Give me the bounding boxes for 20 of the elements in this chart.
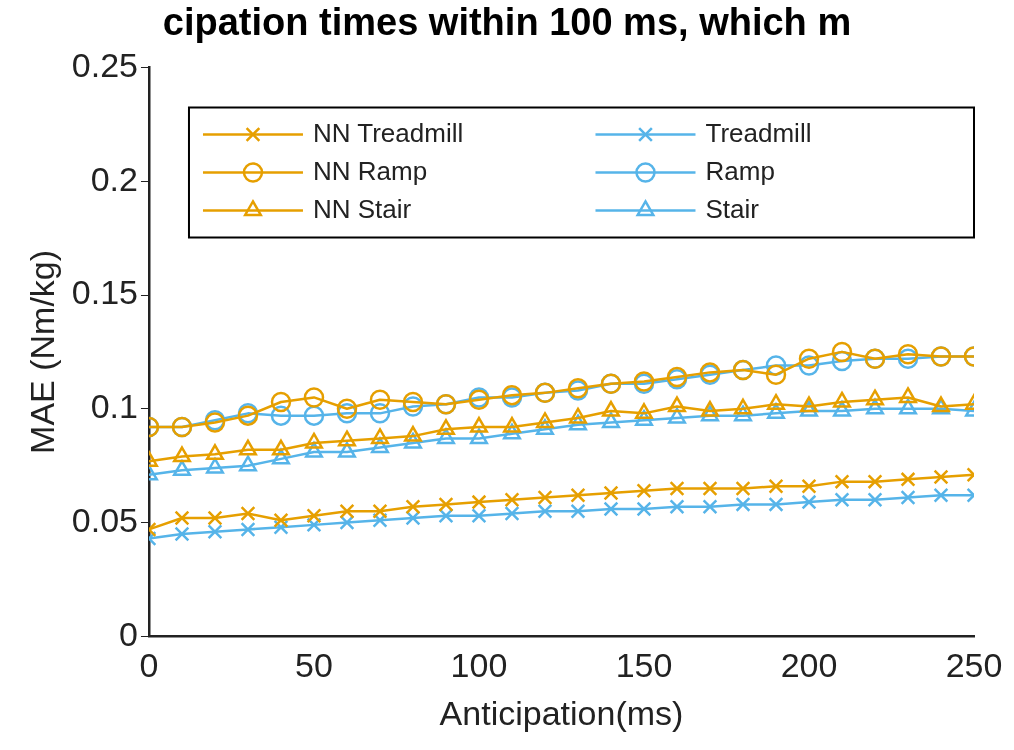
y-tick-label: 0.15: [71, 273, 138, 312]
legend-label: NN Ramp: [312, 155, 428, 186]
y-tick-label: 0.1: [90, 387, 138, 426]
y-axis-title: MAE (Nm/kg): [22, 249, 61, 454]
y-tick-label: 0.2: [90, 159, 138, 198]
y-tick-label: 0.05: [71, 500, 138, 539]
x-axis-title: Anticipation(ms): [439, 693, 684, 732]
x-tick-label: 100: [450, 646, 508, 685]
x-tick-label: 250: [945, 646, 1003, 685]
legend-label: Treadmill: [705, 117, 812, 148]
y-tick-label: 0.25: [71, 45, 138, 84]
legend-label: NN Stair: [312, 193, 412, 224]
x-tick-label: 150: [615, 646, 673, 685]
legend-label: NN Treadmill: [312, 117, 464, 148]
x-tick-label: 200: [780, 646, 838, 685]
legend-label: Stair: [705, 193, 760, 224]
y-tick-label: 0: [119, 614, 138, 653]
x-tick-label: 50: [295, 646, 333, 685]
legend-label: Ramp: [705, 155, 775, 186]
chart-title: cipation times within 100 ms, which m: [161, 0, 853, 44]
